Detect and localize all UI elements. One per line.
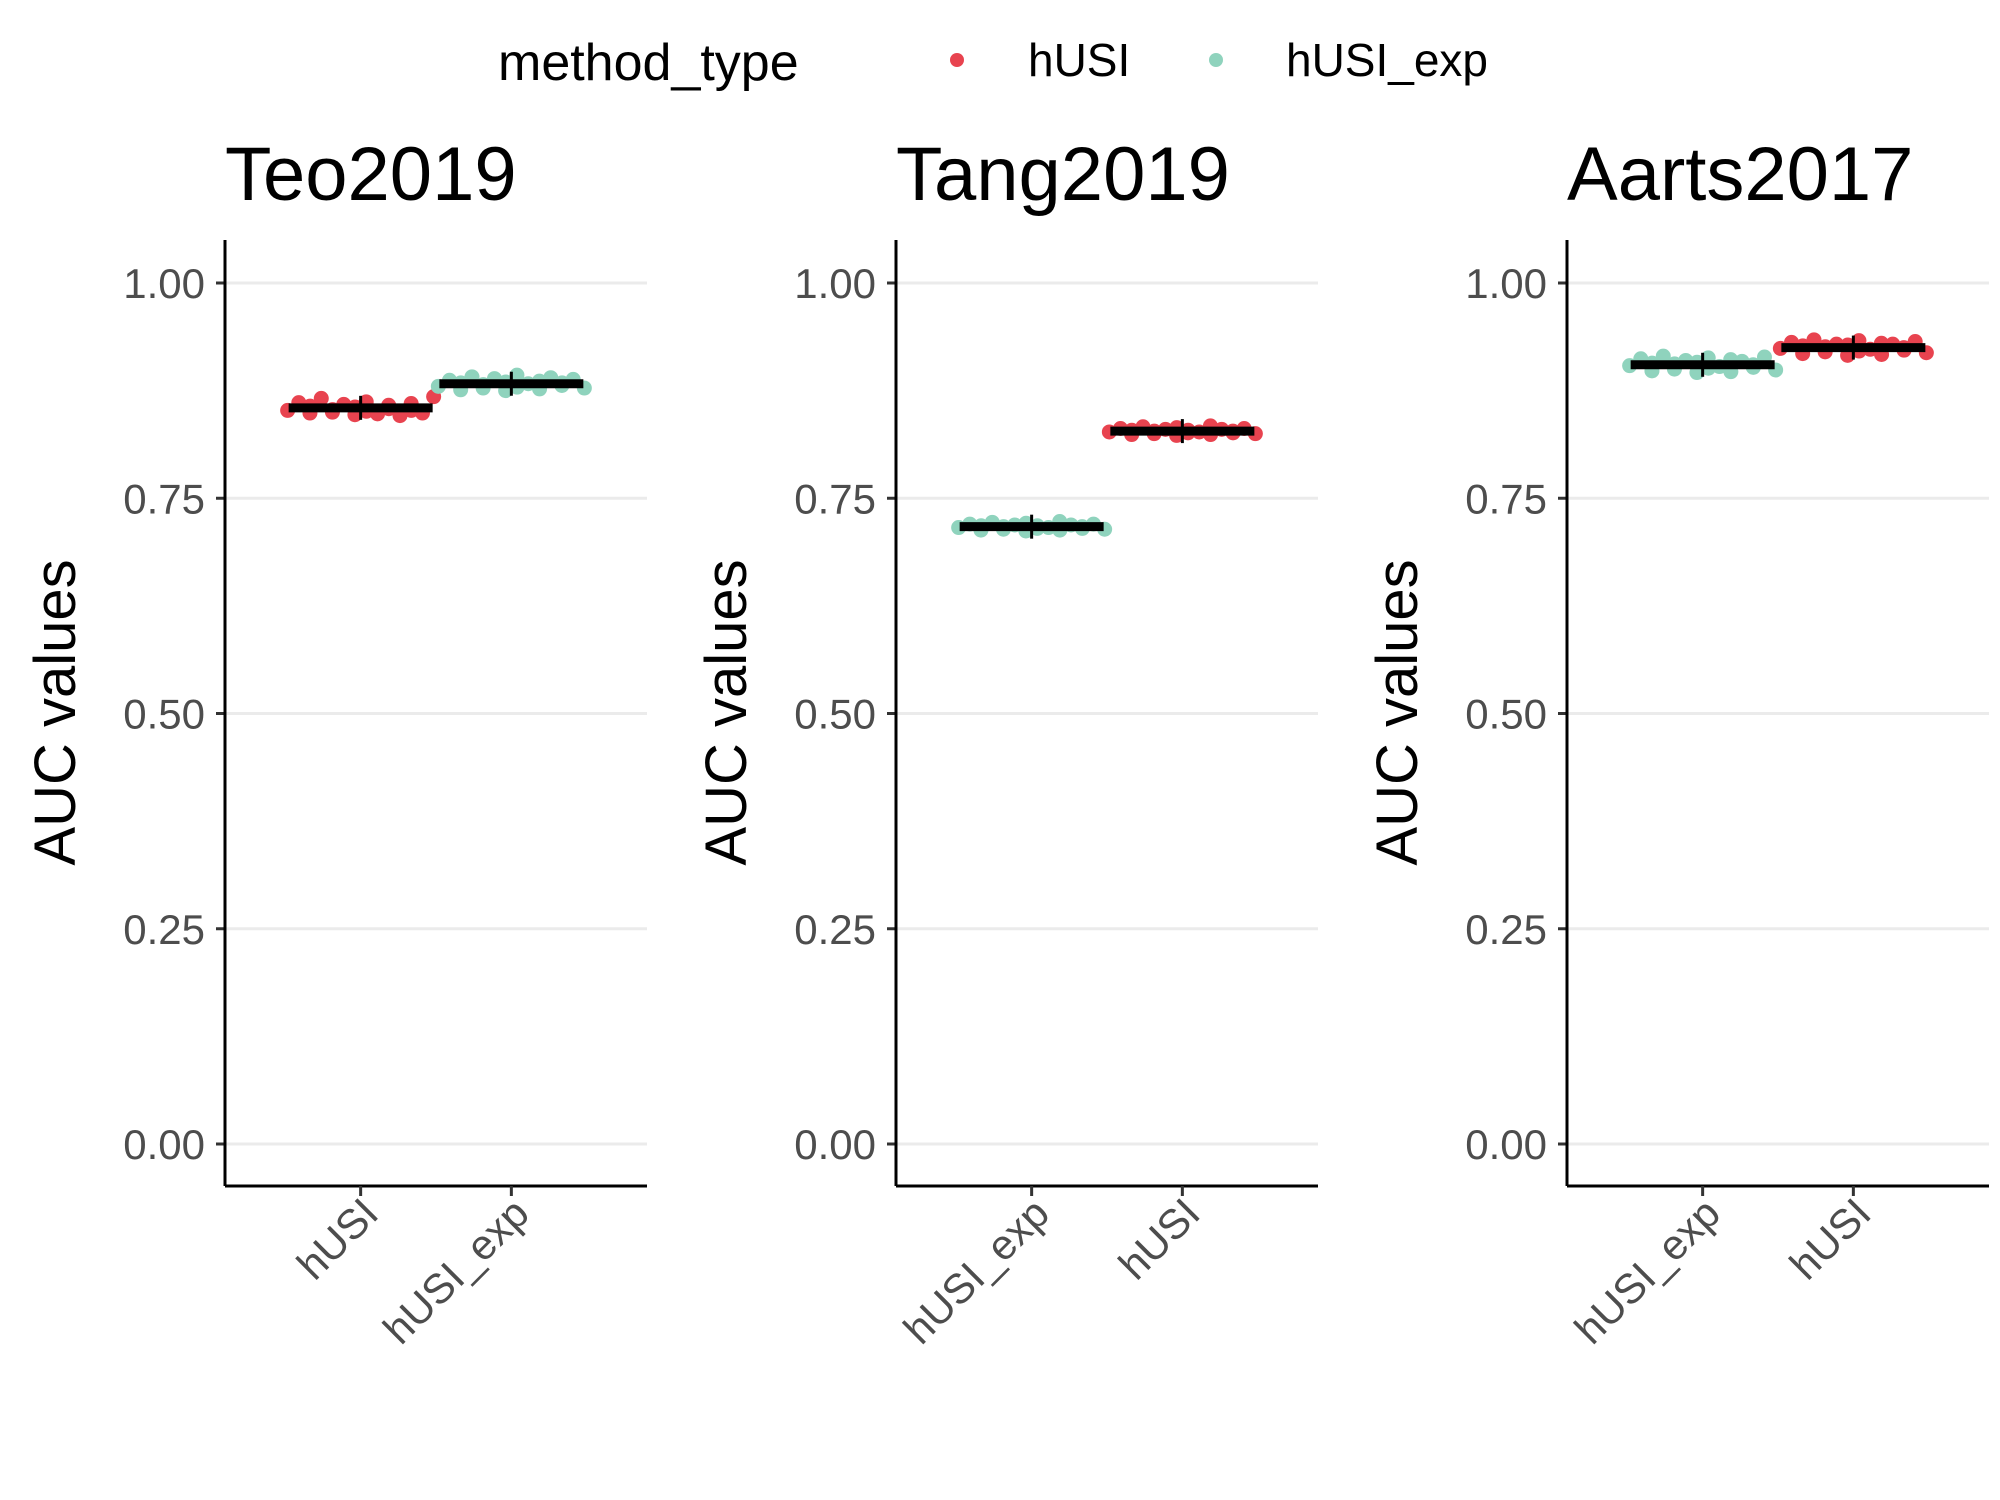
y-tick-label: 1.00 — [1465, 260, 1547, 307]
data-point-hUSI — [313, 390, 329, 406]
y-tick-label: 0.00 — [123, 1121, 205, 1168]
x-tick-label: hUSI_exp — [374, 1189, 538, 1353]
y-tick-label: 0.25 — [794, 906, 876, 953]
y-tick-label: 0.00 — [794, 1121, 876, 1168]
panel-title: Tang2019 — [896, 132, 1230, 217]
y-axis-title: AUC values — [23, 559, 88, 865]
y-tick-label: 1.00 — [794, 260, 876, 307]
legend-key-hUSI-exp — [1209, 53, 1223, 67]
legend-label-hUSI: hUSI — [1028, 34, 1130, 86]
y-tick-label: 0.75 — [1465, 475, 1547, 522]
data-point-hUSI_exp — [509, 367, 525, 383]
y-tick-label: 0.25 — [123, 906, 205, 953]
y-axis-title: AUC values — [694, 559, 759, 865]
y-tick-label: 0.50 — [794, 691, 876, 738]
legend-label-hUSI-exp: hUSI_exp — [1286, 34, 1488, 86]
facet-panels: Teo2019 AUC values 0.00 0.25 0.50 0.75 1.00 hUS… — [23, 132, 1989, 1353]
y-axis-title: AUC values — [1365, 559, 1430, 865]
legend-title: method_type — [498, 34, 799, 92]
panel-Aarts2017: Aarts2017 AUC values 0.00 0.25 0.50 0.75 1.00 h… — [1365, 132, 1989, 1353]
x-tick-label: hUSI — [1109, 1189, 1208, 1288]
data-point-hUSI_exp — [1655, 348, 1671, 364]
y-tick-label: 0.00 — [1465, 1121, 1547, 1168]
y-tick-label: 0.75 — [794, 475, 876, 522]
panel-Teo2019: Teo2019 AUC values 0.00 0.25 0.50 0.75 1.00 hUS… — [23, 132, 647, 1353]
panel-title: Teo2019 — [225, 132, 517, 217]
x-tick-label: hUSI — [288, 1189, 387, 1288]
y-tick-label: 0.75 — [123, 475, 205, 522]
panel-title: Aarts2017 — [1567, 132, 1913, 217]
y-tick-label: 0.50 — [123, 691, 205, 738]
x-tick-label: hUSI — [1780, 1189, 1879, 1288]
x-tick-label: hUSI_exp — [1565, 1189, 1729, 1353]
y-tick-label: 0.25 — [1465, 906, 1547, 953]
y-tick-label: 1.00 — [123, 260, 205, 307]
panel-Tang2019: Tang2019 AUC values 0.00 0.25 0.50 0.75 1.00 hU… — [694, 132, 1318, 1353]
y-tick-label: 0.50 — [1465, 691, 1547, 738]
legend-key-hUSI — [950, 53, 964, 67]
x-tick-label: hUSI_exp — [894, 1189, 1058, 1353]
legend: method_type hUSI hUSI_exp — [498, 34, 1488, 92]
